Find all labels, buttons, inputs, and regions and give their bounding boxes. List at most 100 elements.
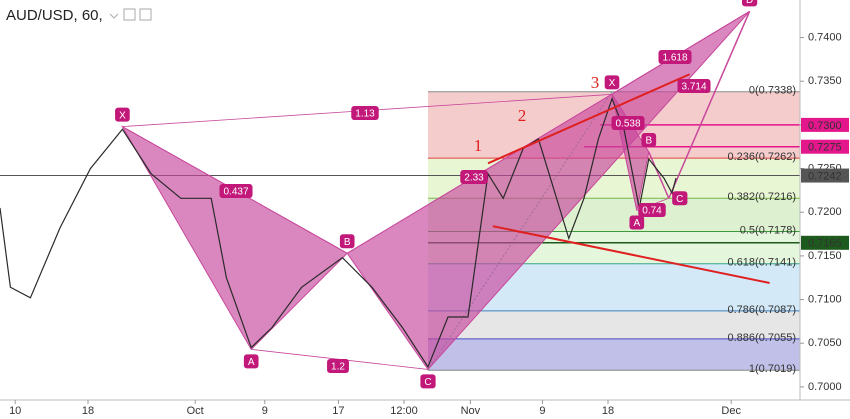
pattern-vertex-text: C [424, 377, 431, 388]
pattern-vertex: A [629, 215, 645, 230]
ratio-label: 1.13 [351, 106, 379, 120]
y-tick-label: 0.7000 [808, 381, 842, 393]
pattern-vertex-box [420, 374, 436, 389]
x-tick-label: 10 [9, 405, 21, 417]
ratio-label-text: 0.74 [642, 206, 662, 217]
pattern-vertex: C [420, 374, 436, 389]
symbol: AUD/USD, 60, [6, 7, 103, 24]
fib-label: 0.236(0.7262) [728, 151, 797, 163]
pattern-vertex-box [629, 215, 645, 230]
trend-line [487, 73, 691, 165]
settings-icon[interactable] [123, 8, 136, 21]
ratio-label-box [219, 184, 253, 198]
x-tick-label: 18 [602, 405, 614, 417]
pattern-vertex-box [741, 0, 758, 7]
fib-label: 0.886(0.7055) [728, 332, 797, 344]
price-tag-label: 0.7165 [808, 238, 842, 250]
fib-label: 0.382(0.7216) [728, 191, 797, 203]
fib-label: 1(0.7019) [749, 363, 796, 375]
ratio-label: 0.437 [219, 184, 253, 198]
ratio-label-box [677, 79, 711, 93]
pattern-vertex-box [243, 354, 259, 369]
price-tag-label: 0.7242 [808, 170, 842, 182]
ratio-label-box [611, 116, 645, 130]
price-tag [801, 235, 849, 250]
fib-label: 0(0.7338) [749, 85, 796, 97]
pattern-vertex-box [339, 234, 355, 249]
ratio-label-box [351, 106, 379, 120]
pattern-vertex-text: D [746, 0, 753, 6]
ratio-label: 3.714 [677, 79, 711, 93]
y-tick-label: 0.7350 [808, 75, 842, 87]
pattern-vertex-text: A [633, 218, 640, 229]
ratio-label-text: 1.618 [662, 53, 687, 64]
ratio-label-text: 1.2 [331, 362, 345, 373]
price-tag [801, 168, 849, 183]
y-tick-label: 0.7400 [808, 31, 842, 43]
pattern-vertex-text: B [645, 136, 652, 147]
pattern-vertex-text: A [248, 357, 255, 368]
pattern-vertex-box [641, 132, 657, 147]
ratio-label-box [658, 50, 692, 64]
pattern-vertex-text: C [676, 194, 683, 205]
x-tick-label: 9 [539, 405, 545, 417]
pattern-vertex: X [115, 107, 130, 122]
pattern-vertex-box [672, 191, 688, 206]
x-tick-label: Dec [721, 405, 741, 417]
price-tag [801, 117, 849, 132]
ratio-label-text: 0.437 [223, 187, 248, 198]
pattern-vertex: B [339, 234, 355, 249]
ratio-label: 0.74 [638, 203, 666, 217]
pattern-vertex: D [741, 0, 758, 7]
ratio-label-text: 1.13 [355, 109, 375, 120]
x-tick-label: 17 [332, 405, 344, 417]
pattern-vertex-box [604, 75, 620, 90]
ratio-label-box [638, 203, 666, 217]
price-line-series [0, 96, 677, 369]
fib-label: 0.5(0.7178) [740, 224, 796, 236]
ratio-label: 1.2 [327, 359, 349, 373]
price-tag-label: 0.7275 [808, 142, 842, 154]
y-tick-label: 0.7150 [808, 250, 842, 262]
trend-line [492, 225, 770, 284]
pattern-vertex-text: X [119, 110, 126, 121]
ratio-label: 1.618 [658, 50, 692, 64]
price-tag [801, 139, 849, 154]
fib-label: 0.786(0.7087) [728, 304, 797, 316]
y-tick-label: 0.7200 [808, 206, 842, 218]
price-tag-label: 0.7300 [808, 120, 842, 132]
ratio-label-box [460, 170, 488, 184]
x-tick-label: 18 [82, 405, 94, 417]
wave-label: 3 [591, 73, 600, 92]
pattern-vertex: X [604, 75, 620, 90]
x-tick-label: Nov [461, 405, 481, 417]
pattern-vertex-box [115, 107, 130, 122]
fib-label: 0.618(0.7141) [728, 257, 797, 269]
pattern-vertex: C [672, 191, 688, 206]
ratio-label-text: 2.33 [464, 173, 484, 184]
ratio-label-text: 3.714 [681, 82, 706, 93]
plot: 0(0.7338) 0.236(0.7262) 0.382(0.7216) 0.5(0… [0, 0, 800, 389]
ratio-label: 0.538 [611, 116, 645, 130]
ratio-label-text: 0.538 [615, 119, 640, 130]
pattern-ratio-line [668, 11, 751, 199]
pattern-leg [648, 151, 670, 199]
wave-label: 2 [518, 106, 527, 125]
pattern-vertex: A [243, 354, 259, 369]
fib-band [428, 310, 800, 339]
dropdown-icon[interactable] [109, 13, 119, 19]
fib-band [428, 338, 800, 371]
pattern-vertex-text: X [609, 78, 616, 89]
close-icon[interactable] [139, 8, 152, 21]
x-tick-label: Oct [187, 405, 204, 417]
y-tick-label: 0.7050 [808, 337, 842, 349]
ratio-label: 2.33 [460, 170, 488, 184]
pattern-vertex: B [641, 132, 657, 147]
y-tick-label: 0.7100 [808, 293, 842, 305]
x-tick-label: 9 [262, 405, 268, 417]
ratio-label-box [327, 359, 349, 373]
x-tick-label: 12:00 [390, 405, 418, 417]
pattern-vertex-text: B [344, 237, 351, 248]
wave-label: 1 [474, 136, 483, 155]
